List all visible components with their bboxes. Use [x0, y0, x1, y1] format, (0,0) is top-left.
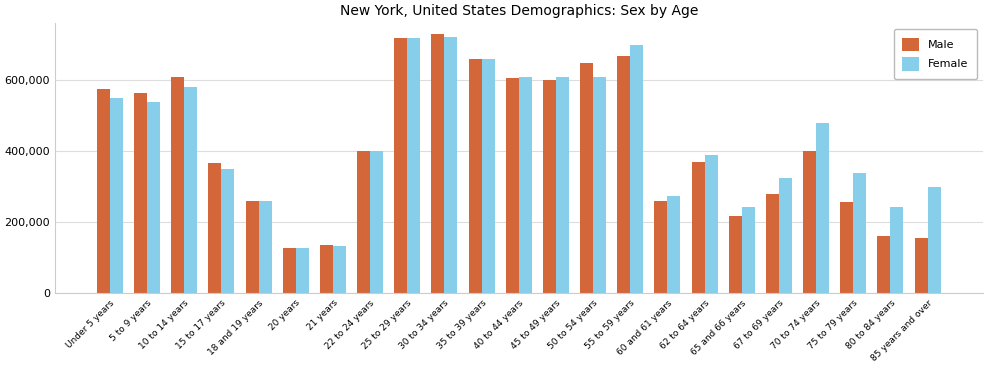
Bar: [704, 155, 717, 294]
Bar: [765, 194, 778, 294]
Bar: [519, 77, 531, 294]
Bar: [593, 77, 605, 294]
Bar: [580, 62, 593, 294]
Bar: [97, 89, 109, 294]
Bar: [134, 93, 147, 294]
Bar: [728, 216, 741, 294]
Bar: [914, 238, 927, 294]
Bar: [407, 38, 420, 294]
Bar: [741, 207, 754, 294]
Bar: [803, 151, 815, 294]
Bar: [246, 201, 258, 294]
Title: New York, United States Demographics: Sex by Age: New York, United States Demographics: Se…: [339, 4, 697, 18]
Bar: [109, 98, 122, 294]
Bar: [319, 246, 332, 294]
Bar: [853, 173, 866, 294]
Bar: [296, 248, 309, 294]
Bar: [839, 202, 853, 294]
Bar: [147, 102, 160, 294]
Bar: [555, 77, 568, 294]
Bar: [393, 38, 407, 294]
Bar: [332, 246, 345, 294]
Bar: [370, 151, 383, 294]
Bar: [431, 34, 444, 294]
Bar: [889, 207, 902, 294]
Bar: [171, 77, 184, 294]
Bar: [444, 37, 457, 294]
Bar: [258, 201, 271, 294]
Bar: [468, 59, 481, 294]
Bar: [778, 178, 791, 294]
Bar: [357, 151, 370, 294]
Legend: Male, Female: Male, Female: [892, 29, 976, 80]
Bar: [282, 248, 296, 294]
Bar: [542, 80, 555, 294]
Bar: [505, 78, 519, 294]
Bar: [208, 163, 221, 294]
Bar: [927, 187, 940, 294]
Bar: [481, 59, 494, 294]
Bar: [630, 45, 643, 294]
Bar: [654, 201, 667, 294]
Bar: [877, 236, 889, 294]
Bar: [815, 123, 828, 294]
Bar: [221, 169, 234, 294]
Bar: [184, 87, 197, 294]
Bar: [616, 56, 630, 294]
Bar: [691, 162, 704, 294]
Bar: [667, 196, 679, 294]
